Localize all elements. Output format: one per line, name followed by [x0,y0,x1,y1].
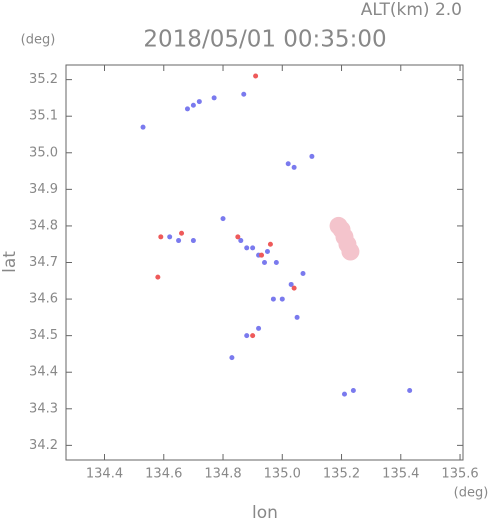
y-tick-label: 35.2 [29,72,58,87]
x-tick-label: 135.0 [264,467,301,482]
y-tick-label: 35.1 [29,109,58,124]
echo-point [264,249,270,255]
y-tick-label: 34.7 [29,255,58,270]
echo-point [407,388,413,394]
echo-point [229,355,235,361]
y-axis-label: lat [0,251,20,273]
echo-point [285,161,291,167]
echo-point [273,260,279,265]
y-tick-label: 34.2 [29,438,58,453]
x-tick-label: 135.2 [323,467,360,482]
echo-point [341,242,360,261]
echo-point [176,238,182,244]
x-unit: (deg) [454,486,489,501]
echo-point [167,234,173,240]
echo-point [250,333,256,339]
echo-point [250,245,256,251]
echo-point [220,216,226,222]
echo-point [140,124,146,130]
x-tick-label: 134.4 [86,467,123,482]
altitude: ALT(km) 2.0 [361,0,462,20]
y-tick-label: 35.0 [29,145,58,160]
echo-point [196,99,202,105]
echo-point [291,164,297,170]
echo-point [300,270,306,276]
y-tick-label: 34.5 [29,328,58,343]
echo-point [259,252,265,258]
echo-point [190,102,196,108]
x-tick-label: 135.6 [441,467,478,482]
echo-point [235,234,241,240]
echo-point [211,95,217,101]
echo-point [238,238,244,244]
echo-point [241,91,247,97]
echo-point [270,296,276,302]
echo-point [288,281,294,287]
x-tick-label: 134.6 [145,467,182,482]
echo-point [329,216,348,235]
echo-point [155,274,161,280]
y-tick-label: 34.6 [29,292,58,307]
x-tick-label: 135.4 [382,467,419,482]
echo-point [184,106,190,112]
x-tick-label: 134.8 [204,467,241,482]
echo-point [179,230,185,236]
echo-point [341,391,347,397]
echo-point [158,234,164,240]
x-axis-label: lon [252,503,278,521]
echo-point [350,388,356,394]
y-tick-label: 34.9 [29,182,58,197]
echo-point [244,333,250,339]
echo-point [267,241,273,247]
echo-point [309,153,315,159]
echo-point [244,245,250,251]
echo-point [262,260,267,265]
y-unit: (deg) [21,33,56,48]
y-tick-label: 34.8 [29,218,58,233]
echo-point [190,238,196,244]
echo-point [291,285,297,291]
chart-title: 2018/05/01 00:35:00 [143,27,386,53]
echo-point [256,325,262,331]
echo-point [253,73,259,79]
echo-point [279,296,285,302]
y-tick-label: 34.3 [29,401,58,416]
echo-point [294,314,300,320]
y-tick-label: 34.4 [29,365,58,380]
